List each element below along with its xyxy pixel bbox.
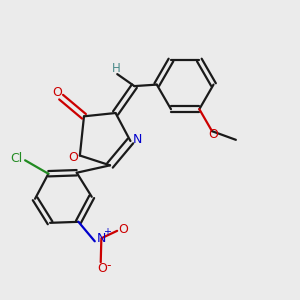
Text: N: N: [97, 232, 106, 245]
Text: O: O: [52, 86, 62, 99]
Text: N: N: [133, 133, 142, 146]
Text: O: O: [118, 223, 128, 236]
Text: +: +: [103, 227, 111, 237]
Text: Cl: Cl: [11, 152, 23, 165]
Text: H: H: [111, 62, 120, 75]
Text: O: O: [208, 128, 218, 141]
Text: O: O: [97, 262, 107, 275]
Text: O: O: [68, 151, 78, 164]
Text: -: -: [107, 259, 111, 272]
